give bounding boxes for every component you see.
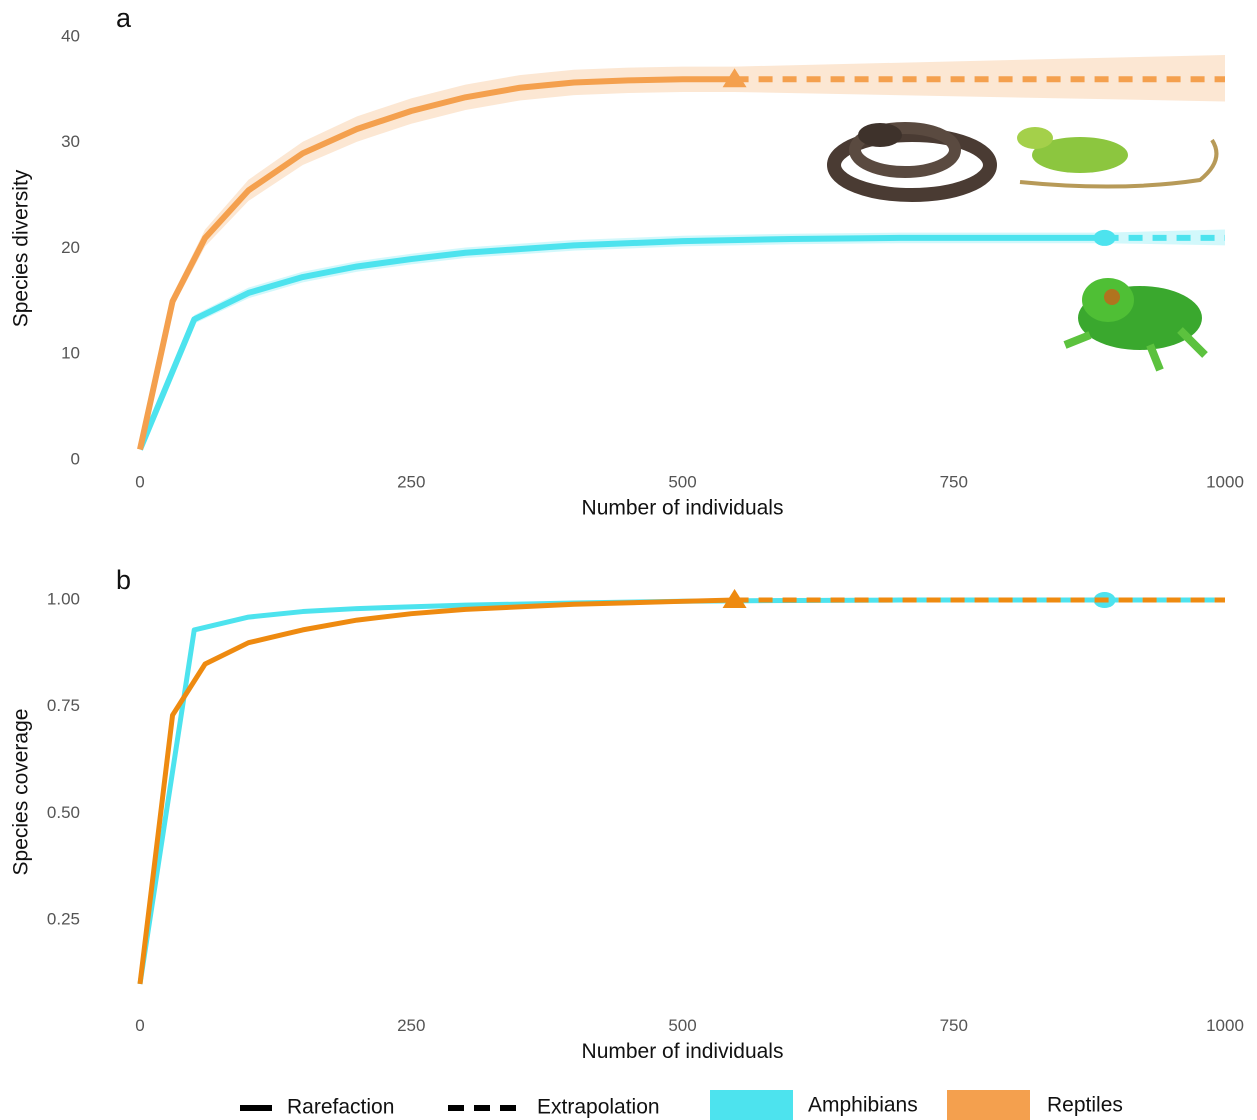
series-line xyxy=(140,600,735,984)
x-tick-label: 0 xyxy=(135,1016,144,1035)
panel-label: b xyxy=(116,565,131,595)
snake-photo xyxy=(834,123,990,195)
legend-color-key xyxy=(947,1090,1030,1120)
lizard-photo xyxy=(1017,127,1216,187)
x-tick-label: 500 xyxy=(668,1016,696,1035)
x-tick-label: 1000 xyxy=(1206,1016,1244,1035)
legend-label: Extrapolation xyxy=(537,1096,660,1119)
reference-marker xyxy=(1094,230,1116,246)
frog-photo xyxy=(1065,278,1205,370)
animal-photos xyxy=(834,123,1216,370)
series-line xyxy=(140,79,735,449)
x-axis-label: Number of individuals xyxy=(582,497,784,520)
panel: a 0 10 20 30 40 0 250 500 750 1000 Number of indivi… xyxy=(10,3,1244,519)
x-tick-label: 250 xyxy=(397,1016,425,1035)
y-tick-label: 10 xyxy=(61,344,80,363)
series-line xyxy=(140,238,1105,449)
panel-label: a xyxy=(116,3,132,33)
panel: b 0.25 0.50 0.75 1.00 0 250 500 750 1000 Number of… xyxy=(10,565,1244,1063)
x-tick-label: 1000 xyxy=(1206,472,1244,491)
y-tick-label: 40 xyxy=(61,26,80,45)
y-tick-label: 30 xyxy=(61,132,80,151)
figure: a 0 10 20 30 40 0 250 500 750 1000 Number of indivi… xyxy=(0,0,1257,1120)
series-line xyxy=(140,600,1105,984)
y-tick-label: 0.75 xyxy=(47,696,80,715)
x-tick-label: 0 xyxy=(135,472,144,491)
y-tick-label: 0.50 xyxy=(47,803,80,822)
x-axis-label: Number of individuals xyxy=(582,1040,784,1063)
y-tick-label: 20 xyxy=(61,238,80,257)
confidence-band xyxy=(140,233,1105,450)
x-tick-label: 250 xyxy=(397,472,425,491)
legend-label: Reptiles xyxy=(1047,1094,1123,1117)
y-tick-label: 0 xyxy=(71,449,80,468)
y-axis-label: Species diversity xyxy=(10,169,33,327)
x-tick-label: 750 xyxy=(940,472,968,491)
legend-label: Rarefaction xyxy=(287,1096,394,1119)
y-tick-label: 1.00 xyxy=(47,590,80,609)
legend-color-key xyxy=(710,1090,793,1120)
x-tick-label: 750 xyxy=(940,1016,968,1035)
y-tick-label: 0.25 xyxy=(47,909,80,928)
legend: Rarefaction Extrapolation Amphibians Reptil… xyxy=(240,1090,1123,1120)
x-tick-label: 500 xyxy=(668,472,696,491)
y-axis-label: Species coverage xyxy=(10,709,33,876)
legend-label: Amphibians xyxy=(808,1094,918,1117)
